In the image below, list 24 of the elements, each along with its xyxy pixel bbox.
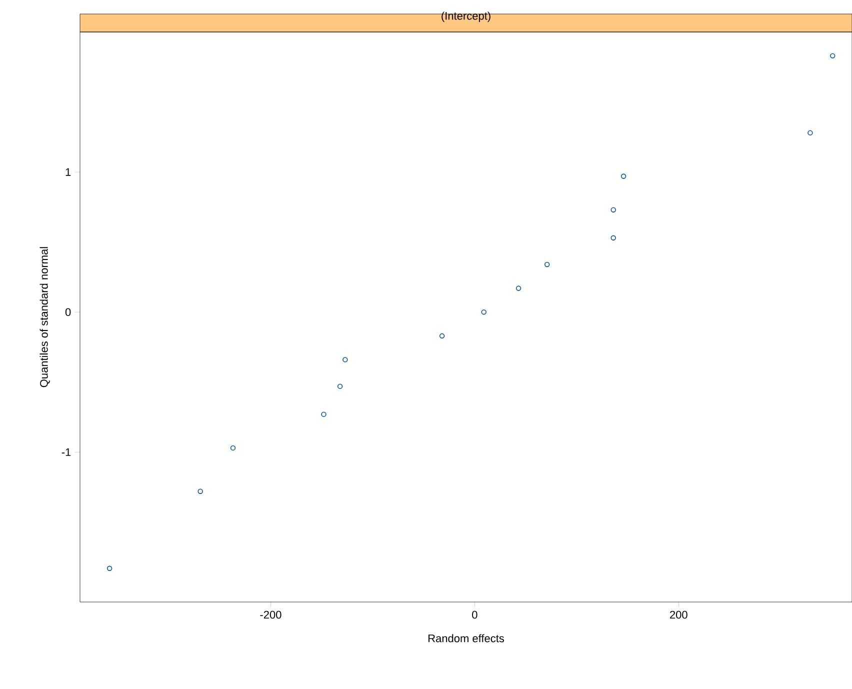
x-tick-label: 0	[472, 610, 478, 619]
point	[830, 53, 836, 58]
chart-title: (Intercept)	[442, 12, 490, 22]
point	[439, 333, 445, 338]
point	[106, 566, 112, 571]
x-axis-title: Random effects	[428, 634, 504, 642]
point	[321, 412, 326, 417]
point	[620, 174, 626, 179]
point	[516, 286, 522, 291]
point	[230, 445, 236, 451]
point	[198, 488, 203, 494]
point	[808, 130, 813, 136]
point	[610, 207, 616, 212]
point	[342, 357, 348, 362]
y-tick-label: 1	[66, 168, 71, 176]
point	[544, 262, 550, 268]
y-tick-label: -1	[62, 448, 71, 456]
point	[337, 384, 343, 389]
y-tick-label: 0	[65, 308, 71, 316]
x-tick-label: -200	[260, 610, 282, 619]
y-axis-title: Quantiles of standard normal	[40, 247, 50, 388]
point	[610, 235, 616, 240]
point	[481, 309, 486, 315]
x-tick-label: 200	[670, 610, 688, 619]
